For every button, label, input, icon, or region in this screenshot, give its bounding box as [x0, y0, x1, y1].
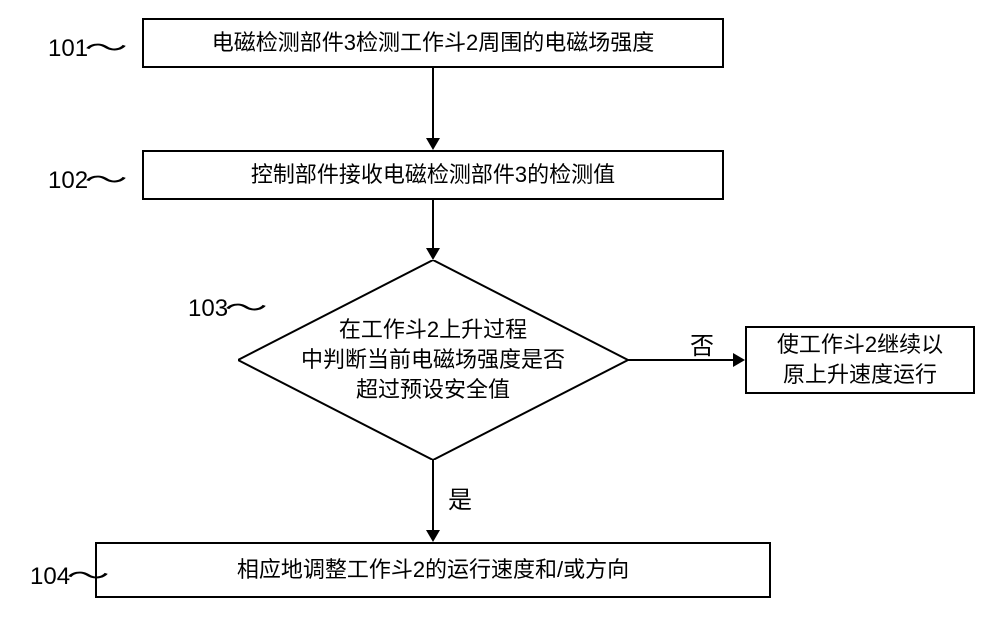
step-label-n102: 102～ — [48, 160, 118, 195]
node-n101: 电磁检测部件3检测工作斗2周围的电磁场强度 — [142, 18, 724, 68]
step-label-n104: 104～ — [30, 556, 100, 591]
node-n104: 相应地调整工作斗2的运行速度和/或方向 — [95, 542, 771, 598]
node-n103-decision: 在工作斗2上升过程中判断当前电磁场强度是否超过预设安全值 — [238, 260, 628, 460]
step-label-n101: 101～ — [48, 28, 118, 63]
step-label-n103: 103～ — [188, 288, 258, 323]
edge-label-yes: 是 — [448, 480, 472, 515]
node-n102: 控制部件接收电磁检测部件3的检测值 — [142, 150, 724, 200]
edge-label-no: 否 — [690, 326, 714, 361]
node-nNo: 使工作斗2继续以原上升速度运行 — [745, 326, 975, 394]
